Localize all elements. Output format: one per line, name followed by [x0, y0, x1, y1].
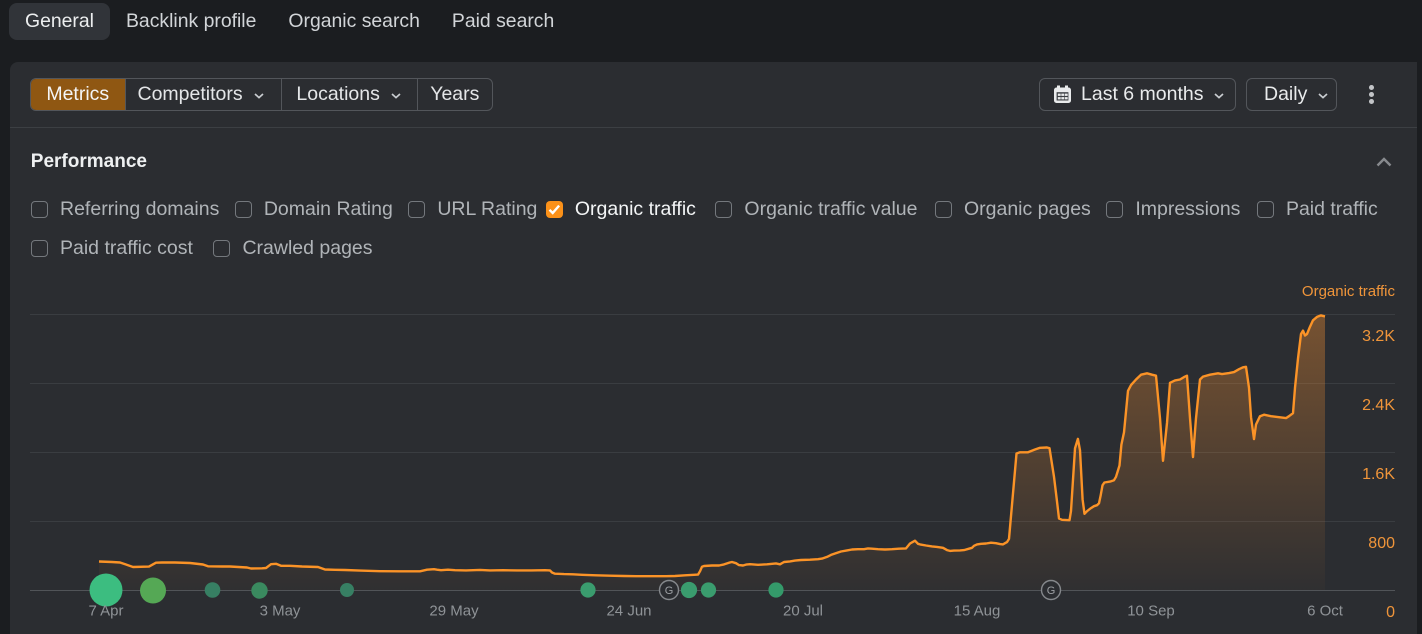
svg-text:1.6K: 1.6K: [1362, 466, 1395, 483]
svg-text:Organic traffic: Organic traffic: [1302, 283, 1396, 300]
svg-text:10 Sep: 10 Sep: [1127, 603, 1175, 620]
svg-text:24 Jun: 24 Jun: [606, 603, 651, 620]
svg-text:G: G: [665, 585, 674, 597]
svg-text:0: 0: [1386, 604, 1395, 621]
svg-text:20 Jul: 20 Jul: [783, 603, 823, 620]
svg-text:800: 800: [1368, 535, 1395, 552]
svg-text:2.4K: 2.4K: [1362, 397, 1395, 414]
svg-text:3.2K: 3.2K: [1362, 328, 1395, 345]
svg-text:29 May: 29 May: [429, 603, 479, 620]
svg-text:6 Oct: 6 Oct: [1307, 603, 1344, 620]
svg-text:G: G: [1047, 585, 1056, 597]
svg-text:15 Aug: 15 Aug: [954, 603, 1001, 620]
svg-text:3 May: 3 May: [260, 603, 301, 620]
svg-text:7 Apr: 7 Apr: [88, 603, 123, 620]
